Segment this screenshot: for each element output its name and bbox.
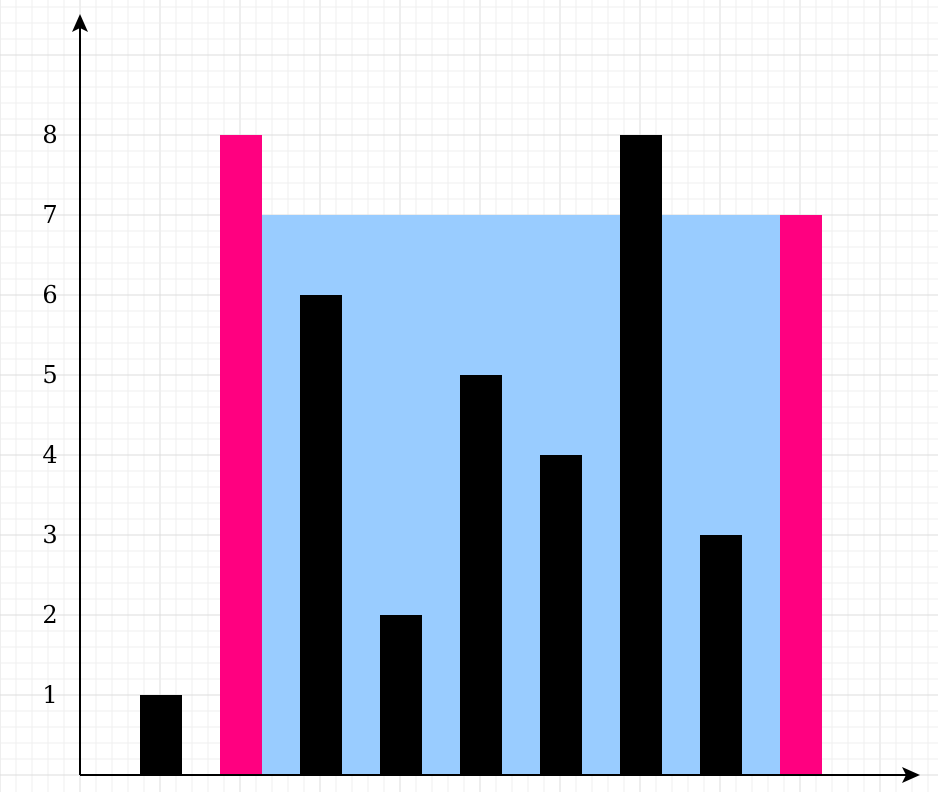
y-tick-label: 4 [42, 441, 57, 469]
y-tick-label: 8 [42, 121, 57, 149]
y-tick-label: 3 [42, 521, 57, 549]
y-tick-label: 7 [42, 201, 57, 229]
bar-highlighted [780, 215, 822, 775]
water-fill [262, 215, 780, 775]
bar-highlighted [220, 135, 262, 775]
x-axis-arrow [902, 767, 920, 783]
water-area [262, 215, 780, 775]
y-tick-label: 1 [42, 681, 57, 709]
bar [540, 455, 582, 775]
bar [300, 295, 342, 775]
bar [140, 695, 182, 775]
bars [140, 135, 822, 775]
bar [700, 535, 742, 775]
y-tick-label: 6 [42, 281, 57, 309]
axes [72, 14, 920, 783]
y-tick-label: 5 [42, 361, 57, 389]
bar [380, 615, 422, 775]
y-axis-arrow [72, 14, 88, 32]
y-tick-label: 2 [42, 601, 57, 629]
bar [460, 375, 502, 775]
y-tick-labels: 1 2 3 4 5 6 7 8 [42, 121, 57, 709]
bar [620, 135, 662, 775]
